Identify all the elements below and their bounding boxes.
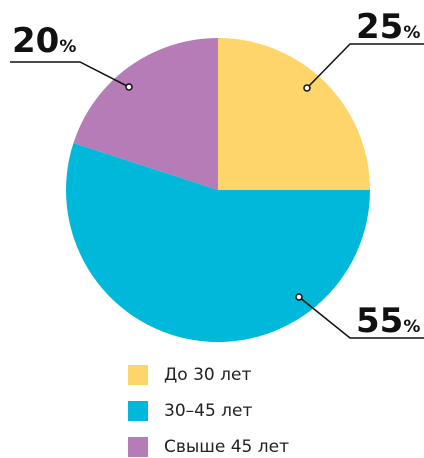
leader-dot — [303, 84, 311, 92]
legend-swatch — [128, 365, 148, 385]
leader-line — [306, 43, 424, 89]
pie-slice — [218, 38, 370, 190]
legend-swatch — [128, 401, 148, 421]
data-label: 20% — [12, 21, 76, 61]
legend-label: До 30 лет — [164, 365, 251, 385]
leader-dot — [295, 293, 303, 301]
leader-line — [10, 61, 130, 88]
leader-line — [298, 296, 424, 339]
pie-slice — [65, 143, 370, 343]
data-label: 25% — [356, 7, 420, 47]
leader-dot — [125, 83, 133, 91]
data-label: 55% — [356, 301, 420, 341]
legend-label: Свыше 45 лет — [164, 437, 289, 457]
legend-swatch — [128, 437, 148, 457]
legend-label: 30–45 лет — [164, 401, 252, 421]
pie-slice — [73, 38, 218, 190]
